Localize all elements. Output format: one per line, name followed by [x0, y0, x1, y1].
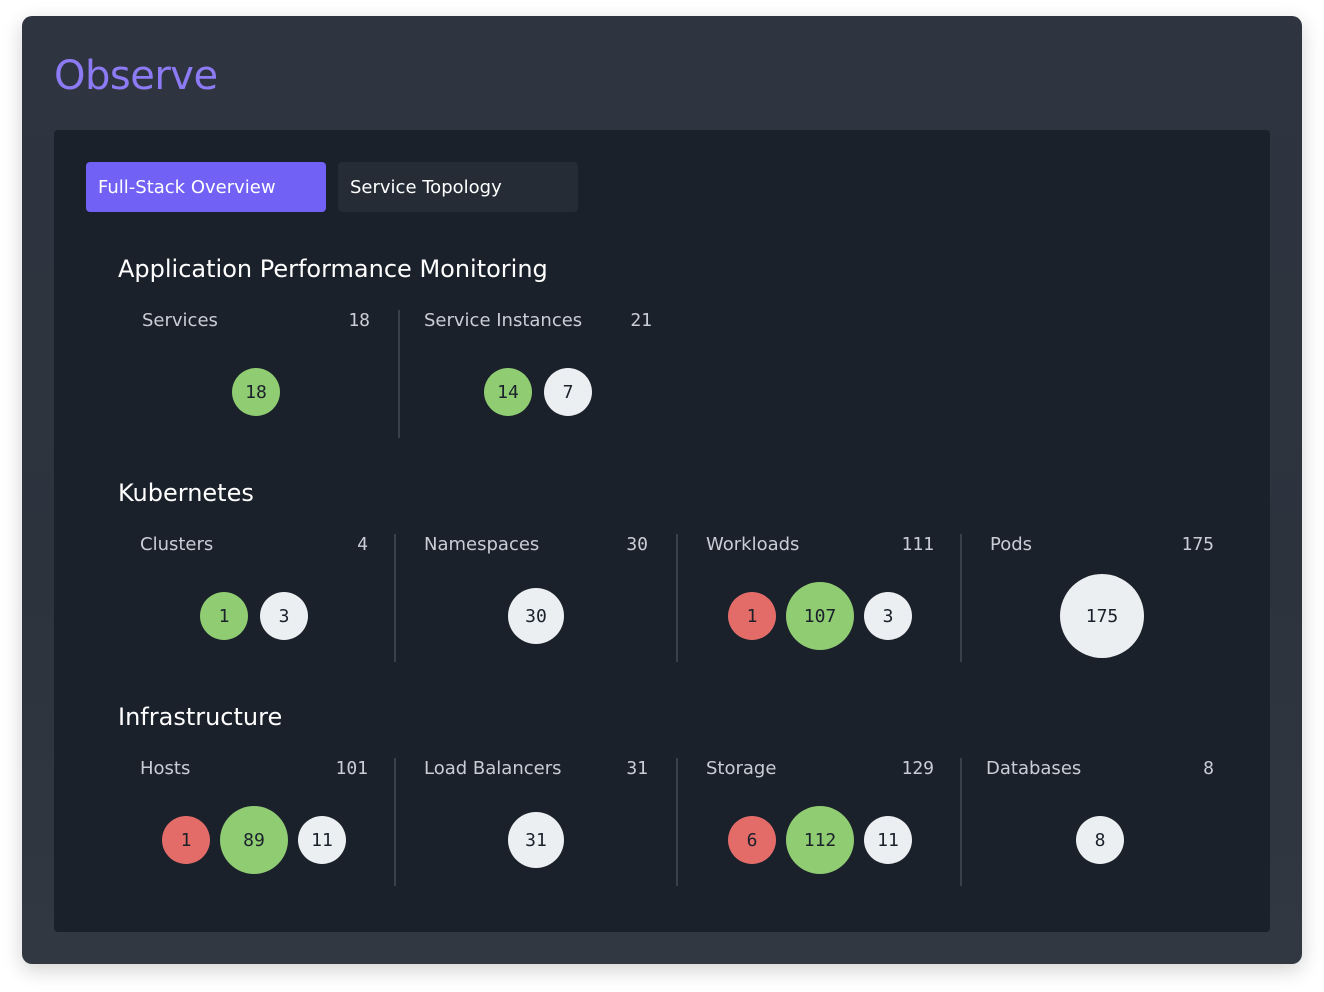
- metric-workloads[interactable]: Workloads 111 1 107 3: [676, 534, 960, 662]
- metric-label: Databases: [986, 758, 1082, 779]
- metric-total: 101: [335, 758, 368, 779]
- column-divider: [394, 758, 396, 886]
- section-title-infrastructure: Infrastructure: [118, 703, 283, 731]
- column-divider: [398, 310, 400, 438]
- metric-label: Workloads: [706, 534, 800, 555]
- metric-total: 21: [630, 310, 652, 331]
- metric-namespaces[interactable]: Namespaces 30 30: [394, 534, 676, 662]
- metric-total: 111: [901, 534, 934, 555]
- metric-clusters[interactable]: Clusters 4 1 3: [118, 534, 398, 662]
- metric-pods[interactable]: Pods 175 175: [960, 534, 1240, 662]
- metric-total: 31: [626, 758, 648, 779]
- metric-services[interactable]: Services 18 18: [118, 310, 398, 438]
- metric-label: Pods: [990, 534, 1033, 555]
- tab-label: Full-Stack Overview: [98, 176, 276, 198]
- observe-window: Observe Full-Stack Overview Service Topo…: [22, 16, 1302, 964]
- tab-full-stack-overview[interactable]: Full-Stack Overview: [86, 162, 326, 212]
- count-bubble-error[interactable]: 1: [162, 816, 210, 864]
- column-divider: [960, 758, 962, 886]
- count-bubble-healthy[interactable]: 1: [200, 592, 248, 640]
- count-bubble-healthy[interactable]: 89: [220, 806, 288, 874]
- metric-total: 8: [1203, 758, 1214, 779]
- count-bubble-healthy[interactable]: 18: [232, 368, 280, 416]
- count-bubble-neutral[interactable]: 7: [544, 368, 592, 416]
- metric-databases[interactable]: Databases 8 8: [960, 758, 1240, 886]
- count-bubble-healthy[interactable]: 14: [484, 368, 532, 416]
- overview-panel: Full-Stack Overview Service Topology App…: [54, 130, 1270, 932]
- count-bubble-healthy[interactable]: 107: [786, 582, 854, 650]
- count-bubble-neutral[interactable]: 30: [508, 588, 564, 644]
- section-title-kubernetes: Kubernetes: [118, 479, 254, 507]
- metric-total: 30: [626, 534, 648, 555]
- count-bubble-neutral[interactable]: 31: [508, 812, 564, 868]
- section-title-apm: Application Performance Monitoring: [118, 255, 548, 283]
- metric-label: Storage: [706, 758, 777, 779]
- tab-service-topology[interactable]: Service Topology: [338, 162, 578, 212]
- count-bubble-neutral[interactable]: 175: [1060, 574, 1144, 658]
- count-bubble-healthy[interactable]: 112: [786, 806, 854, 874]
- metric-load-balancers[interactable]: Load Balancers 31 31: [394, 758, 676, 886]
- metric-total: 18: [348, 310, 370, 331]
- metric-label: Service Instances: [424, 310, 583, 331]
- count-bubble-neutral[interactable]: 8: [1076, 816, 1124, 864]
- count-bubble-error[interactable]: 6: [728, 816, 776, 864]
- count-bubble-neutral[interactable]: 11: [864, 816, 912, 864]
- metric-storage[interactable]: Storage 129 6 112 11: [676, 758, 960, 886]
- column-divider: [676, 534, 678, 662]
- app-title: Observe: [54, 53, 218, 99]
- metric-total: 175: [1181, 534, 1214, 555]
- count-bubble-neutral[interactable]: 3: [260, 592, 308, 640]
- metric-label: Hosts: [140, 758, 191, 779]
- metric-service-instances[interactable]: Service Instances 21 14 7: [398, 310, 678, 438]
- metric-total: 129: [901, 758, 934, 779]
- column-divider: [394, 534, 396, 662]
- metric-total: 4: [357, 534, 368, 555]
- count-bubble-neutral[interactable]: 3: [864, 592, 912, 640]
- column-divider: [676, 758, 678, 886]
- metric-label: Load Balancers: [424, 758, 562, 779]
- metric-hosts[interactable]: Hosts 101 1 89 11: [118, 758, 398, 886]
- metric-label: Clusters: [140, 534, 214, 555]
- count-bubble-error[interactable]: 1: [728, 592, 776, 640]
- count-bubble-neutral[interactable]: 11: [298, 816, 346, 864]
- metric-label: Services: [142, 310, 218, 331]
- tab-label: Service Topology: [350, 176, 502, 198]
- metric-label: Namespaces: [424, 534, 540, 555]
- column-divider: [960, 534, 962, 662]
